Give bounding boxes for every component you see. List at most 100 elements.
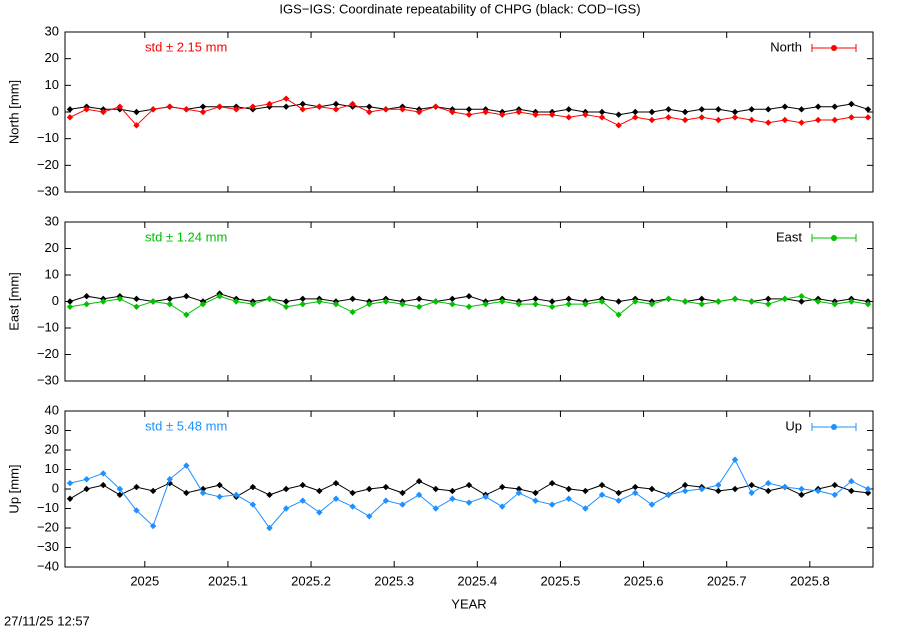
x-tick-label: 2025.7 <box>707 573 747 588</box>
data-point <box>798 298 805 305</box>
data-point <box>515 485 523 493</box>
data-point <box>515 300 523 308</box>
data-point <box>332 479 340 487</box>
legend-label: North <box>770 39 802 54</box>
data-point <box>499 298 506 305</box>
data-point <box>432 298 439 305</box>
y-tick-label: −10 <box>37 130 59 145</box>
y-tick-label: 30 <box>45 422 59 437</box>
data-point <box>765 295 772 303</box>
y-tick-label: 20 <box>45 50 59 65</box>
std-annotation: std ± 1.24 mm <box>145 229 227 244</box>
data-point <box>366 485 373 493</box>
data-point <box>100 470 107 477</box>
data-point <box>183 293 190 300</box>
data-point <box>266 524 273 532</box>
data-point <box>233 298 240 305</box>
data-point <box>731 456 739 463</box>
data-point <box>532 300 539 308</box>
data-point <box>681 298 689 305</box>
data-point <box>831 481 838 489</box>
data-point <box>316 298 323 305</box>
data-point <box>349 295 356 303</box>
data-point <box>598 491 606 499</box>
data-point <box>781 295 789 303</box>
data-point <box>415 478 423 485</box>
data-point <box>615 111 622 118</box>
data-point <box>548 501 556 508</box>
data-point <box>665 114 672 121</box>
data-point <box>582 505 589 512</box>
data-point <box>798 491 805 499</box>
data-point <box>83 476 90 483</box>
data-point <box>83 293 90 300</box>
data-point <box>133 483 140 491</box>
x-tick-label: 2025.6 <box>624 573 664 588</box>
data-point <box>432 505 439 512</box>
y-tick-label: −20 <box>37 519 59 534</box>
data-point <box>532 295 539 303</box>
data-point <box>349 489 356 497</box>
data-point <box>781 116 789 124</box>
data-point <box>698 114 705 121</box>
data-point <box>781 103 789 110</box>
data-point <box>582 111 589 118</box>
data-point <box>532 111 539 118</box>
data-point <box>765 487 772 495</box>
x-tick-label: 2025.1 <box>208 573 248 588</box>
data-point <box>282 485 290 493</box>
data-point <box>216 293 223 300</box>
data-point <box>814 103 822 110</box>
data-point <box>149 522 157 530</box>
std-annotation: std ± 5.48 mm <box>145 418 227 433</box>
data-point <box>332 100 340 108</box>
x-tick-label: 2025.4 <box>457 573 497 588</box>
data-point <box>116 295 124 303</box>
data-point <box>615 311 622 318</box>
data-point <box>814 487 822 495</box>
data-point <box>731 108 739 116</box>
data-point <box>698 300 705 308</box>
data-point <box>665 491 672 499</box>
legend-label: East <box>776 229 802 244</box>
data-point <box>715 481 722 489</box>
data-point <box>366 108 373 116</box>
x-axis-label: YEAR <box>451 596 486 611</box>
data-point <box>565 106 572 113</box>
data-point <box>582 487 589 495</box>
data-point <box>349 503 356 510</box>
data-point <box>532 497 539 504</box>
data-point <box>798 485 805 493</box>
data-point <box>316 487 323 495</box>
data-point <box>133 303 140 310</box>
data-point <box>465 293 473 300</box>
data-point <box>648 108 656 116</box>
data-point <box>133 507 140 514</box>
data-point <box>765 479 772 487</box>
data-point <box>199 300 207 308</box>
data-point <box>582 300 589 308</box>
data-point <box>332 106 340 113</box>
data-point <box>415 108 423 116</box>
data-point <box>415 295 423 303</box>
y-tick-label: 0 <box>52 480 59 495</box>
data-point <box>715 116 722 124</box>
data-point <box>565 495 572 502</box>
data-point <box>465 106 473 113</box>
data-point <box>681 108 689 116</box>
y-tick-label: 0 <box>52 293 59 308</box>
data-point <box>83 300 90 308</box>
data-point <box>698 106 705 113</box>
data-point <box>565 300 572 308</box>
data-point <box>183 489 190 497</box>
data-point <box>798 106 805 113</box>
y-tick-label: −40 <box>37 558 59 573</box>
data-point <box>565 114 572 121</box>
x-tick-label: 2025.8 <box>790 573 830 588</box>
data-point <box>100 298 107 305</box>
data-point <box>116 491 124 499</box>
data-point <box>465 303 473 310</box>
data-point <box>282 103 290 110</box>
data-point <box>266 100 273 108</box>
data-point <box>765 119 772 126</box>
